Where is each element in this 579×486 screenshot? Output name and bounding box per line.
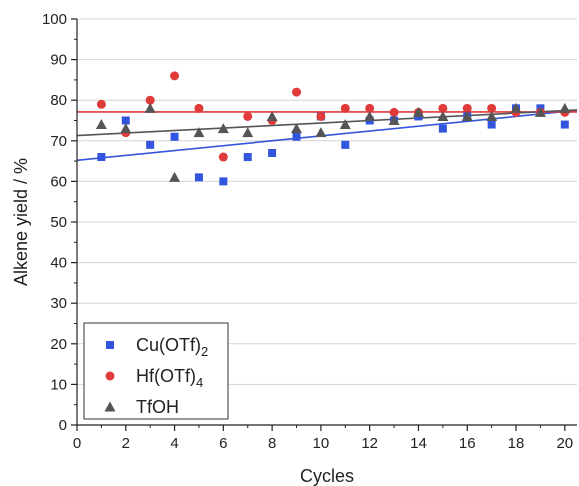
data-point-series-2 [266, 110, 278, 121]
x-tick-label-2: 2 [122, 435, 130, 452]
legend-label-series-2: TfOH [136, 397, 179, 417]
data-point-series-0 [268, 148, 277, 157]
y-tick-label-100: 100 [42, 11, 67, 28]
trend-line-series-0 [76, 109, 578, 162]
data-point-series-1 [365, 103, 375, 113]
x-tick-label-20: 20 [556, 435, 573, 452]
legend-marker-series-1 [105, 371, 115, 381]
data-point-series-0 [121, 116, 130, 125]
x-tick-label-14: 14 [410, 435, 427, 452]
y-tick-label-50: 50 [50, 214, 67, 231]
data-point-series-0 [438, 124, 447, 133]
trend-line-series-2 [76, 109, 578, 137]
data-point-series-0 [146, 140, 155, 149]
data-point-series-2 [193, 127, 205, 138]
x-tick-label-12: 12 [361, 435, 378, 452]
data-point-series-2 [388, 115, 400, 125]
data-point-series-0 [194, 173, 203, 182]
y-tick-label-10: 10 [50, 376, 67, 393]
data-point-series-2 [412, 106, 424, 117]
data-point-series-0 [341, 140, 350, 149]
x-tick-label-18: 18 [508, 435, 525, 452]
x-tick-label-4: 4 [170, 435, 178, 452]
x-tick-label-8: 8 [268, 435, 276, 452]
x-tick-label-10: 10 [313, 435, 330, 452]
x-tick-label-6: 6 [219, 435, 227, 452]
data-point-series-2 [534, 106, 546, 117]
data-point-series-1 [438, 103, 448, 113]
y-tick-label-70: 70 [50, 133, 67, 150]
data-point-series-1 [389, 107, 399, 117]
data-point-series-1 [218, 152, 228, 162]
data-point-series-0 [219, 177, 228, 186]
x-tick-label-0: 0 [73, 435, 81, 452]
data-point-series-0 [292, 132, 301, 141]
y-tick-label-80: 80 [50, 92, 67, 109]
legend-label-subscript: 4 [196, 375, 203, 390]
data-point-series-2 [510, 102, 522, 113]
y-tick-label-40: 40 [50, 255, 67, 272]
legend-marker-series-2 [104, 401, 116, 412]
data-point-series-2 [242, 127, 254, 138]
marker-layer [95, 71, 571, 186]
data-point-series-2 [95, 119, 107, 130]
data-point-series-2 [291, 123, 303, 134]
data-point-series-0 [243, 153, 252, 162]
data-point-series-2 [437, 110, 449, 121]
data-point-series-1 [487, 103, 497, 113]
legend-label-subscript: 2 [201, 344, 208, 359]
data-point-series-2 [120, 123, 132, 134]
data-point-series-2 [339, 119, 351, 130]
y-tick-label-60: 60 [50, 173, 67, 190]
axis-layer: 0 10 20 30 40 50 60 70 80 90 100 0 2 4 6 8 10 12 14 16 18 20 [42, 11, 577, 452]
data-point-series-1 [316, 111, 326, 121]
data-point-series-2 [461, 110, 473, 121]
data-point-series-1 [145, 95, 155, 105]
data-point-series-2 [486, 110, 498, 121]
y-tick-label-90: 90 [50, 52, 67, 69]
data-point-series-1 [194, 103, 204, 113]
y-axis-label: Alkene yield / % [11, 158, 31, 286]
data-point-series-1 [292, 87, 302, 97]
data-point-series-1 [170, 71, 180, 81]
y-tick-label-20: 20 [50, 336, 67, 353]
data-point-series-0 [487, 120, 496, 129]
x-axis-label: Cycles [300, 466, 354, 486]
data-point-series-2 [364, 110, 376, 121]
y-tick-label-30: 30 [50, 295, 67, 312]
data-point-series-1 [96, 99, 106, 109]
data-point-series-0 [97, 153, 106, 162]
data-point-series-2 [217, 123, 229, 134]
data-point-series-1 [462, 103, 472, 113]
y-tick-label-0: 0 [59, 417, 67, 434]
data-point-series-2 [169, 171, 181, 182]
data-point-series-0 [170, 132, 179, 141]
trend-layer [76, 109, 578, 162]
x-tick-label-16: 16 [459, 435, 476, 452]
legend-box [83, 322, 229, 420]
data-point-series-2 [144, 102, 156, 113]
data-point-series-1 [243, 111, 253, 121]
data-point-series-1 [340, 103, 350, 113]
data-point-series-2 [559, 102, 571, 113]
data-point-series-2 [315, 127, 327, 138]
legend-marker-series-0 [106, 341, 114, 349]
data-point-series-0 [560, 120, 569, 129]
